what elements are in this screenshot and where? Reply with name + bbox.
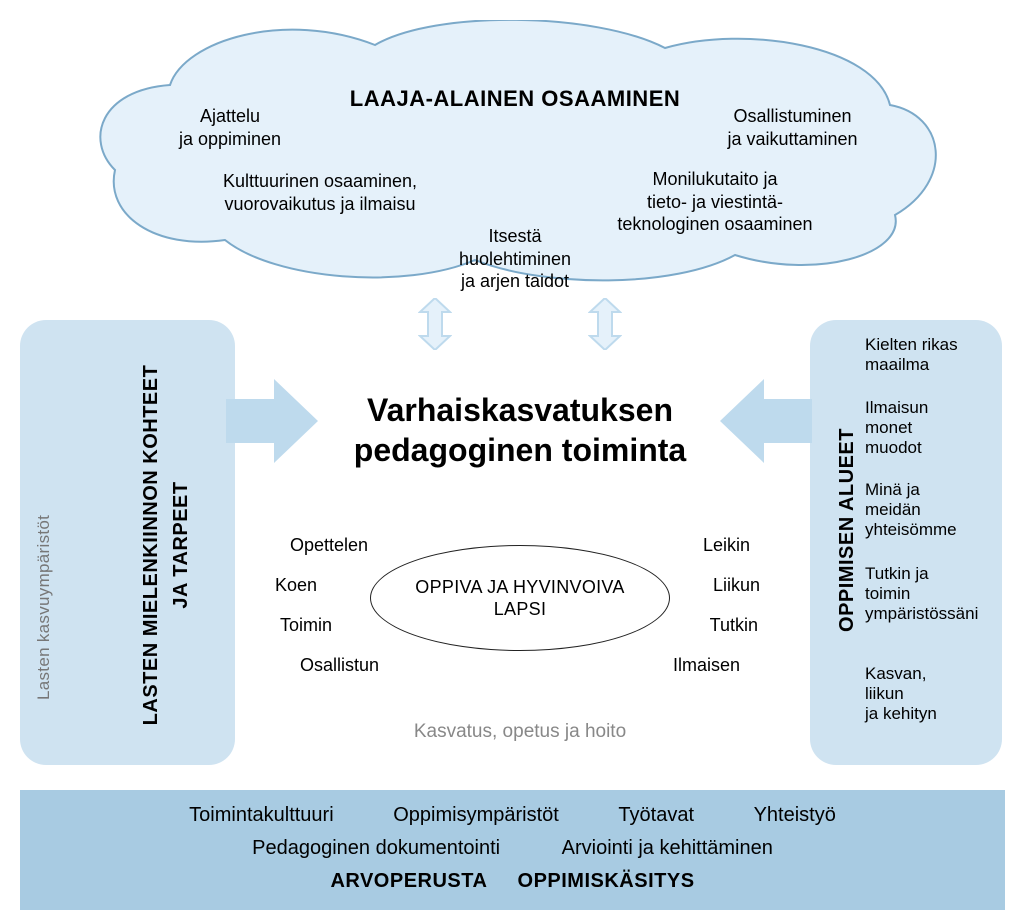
right-item-4: Kasvan,liikunja kehityn bbox=[865, 664, 995, 724]
bottom-row1-item-0: Toimintakulttuuri bbox=[189, 804, 334, 827]
ellipse-line1: OPPIVA JA HYVINVOIVA bbox=[415, 576, 624, 599]
bottom-row2: Pedagoginen dokumentointi Arviointi ja k… bbox=[50, 837, 975, 860]
left-verb-3: Osallistun bbox=[300, 655, 379, 676]
right-verb-1: Liikun bbox=[660, 575, 760, 596]
cloud-title: LAAJA-ALAINEN OSAAMINEN bbox=[320, 85, 710, 113]
left-verb-1: Koen bbox=[275, 575, 317, 596]
cloud-item-ajattelu: Ajatteluja oppiminen bbox=[150, 105, 310, 150]
center-title-line2: pedagoginen toiminta bbox=[260, 430, 780, 470]
center-title-line1: Varhaiskasvatuksen bbox=[260, 390, 780, 430]
cloud-item-itsesta: Itsestähuolehtiminenja arjen taidot bbox=[415, 225, 615, 293]
bottom-row1: Toimintakulttuuri Oppimisympäristöt Työt… bbox=[50, 804, 975, 827]
cloud-item-monilukutaito: Monilukutaito jatieto- ja viestintä-tekn… bbox=[595, 168, 835, 236]
double-arrow-left bbox=[418, 298, 452, 350]
bottom-row3: ARVOPERUSTA OPPIMISKÄSITYS bbox=[50, 870, 975, 893]
double-arrow-right bbox=[588, 298, 622, 350]
left-verb-2: Toimin bbox=[280, 615, 332, 636]
diagram-canvas: LAAJA-ALAINEN OSAAMINEN Ajatteluja oppim… bbox=[0, 0, 1024, 924]
left-title-line1: LASTEN MIELENKIINNON KOHTEET bbox=[140, 345, 163, 745]
left-title-line2: JA TARPEET bbox=[170, 465, 193, 625]
cloud-item-kulttuurinen: Kulttuurinen osaaminen,vuorovaikutus ja … bbox=[195, 170, 445, 215]
right-item-1: Ilmaisunmonetmuodot bbox=[865, 398, 995, 458]
right-verb-2: Tutkin bbox=[658, 615, 758, 636]
bottom-row1-item-3: Yhteistyö bbox=[754, 804, 836, 827]
bottom-row1-item-1: Oppimisympäristöt bbox=[393, 804, 559, 827]
right-title: OPPIMISEN ALUEET bbox=[836, 390, 859, 670]
ellipse-line2: LAPSI bbox=[415, 598, 624, 621]
bottom-row3-item-1: OPPIMISKÄSITYS bbox=[518, 870, 695, 893]
center-ellipse: OPPIVA JA HYVINVOIVA LAPSI bbox=[370, 545, 670, 651]
center-title: Varhaiskasvatuksen pedagoginen toiminta bbox=[260, 390, 780, 470]
cloud-item-osallistuminen: Osallistuminenja vaikuttaminen bbox=[705, 105, 880, 150]
right-item-0: Kielten rikasmaailma bbox=[865, 335, 995, 375]
right-item-2: Minä jameidänyhteisömme bbox=[865, 480, 995, 540]
bottom-panel: Toimintakulttuuri Oppimisympäristöt Työt… bbox=[20, 790, 1005, 910]
right-verb-3: Ilmaisen bbox=[640, 655, 740, 676]
left-gray-label: Lasten kasvuympäristöt bbox=[34, 370, 54, 700]
right-item-3: Tutkin jatoiminympäristössäni bbox=[865, 564, 995, 624]
right-verb-0: Leikin bbox=[650, 535, 750, 556]
bottom-row2-item-0: Pedagoginen dokumentointi bbox=[252, 837, 500, 860]
left-verb-0: Opettelen bbox=[290, 535, 368, 556]
bottom-row3-item-0: ARVOPERUSTA bbox=[330, 870, 487, 893]
bottom-row2-item-1: Arviointi ja kehittäminen bbox=[562, 837, 773, 860]
center-footer-gray: Kasvatus, opetus ja hoito bbox=[300, 720, 740, 744]
bottom-row1-item-2: Työtavat bbox=[618, 804, 694, 827]
ellipse-text: OPPIVA JA HYVINVOIVA LAPSI bbox=[415, 576, 624, 621]
